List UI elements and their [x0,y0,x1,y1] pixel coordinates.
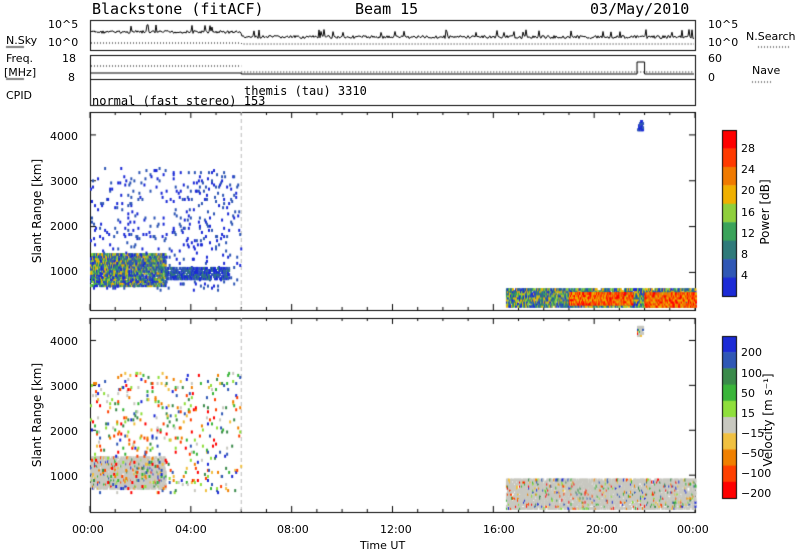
power-cbar-tick-24: 24 [741,163,755,176]
velocity-ylabel: Slant Range [km] [30,362,44,468]
velocity-cbar-tick-m15: −15 [741,427,765,440]
cpid-mode-2: themis (tau) 3310 [244,84,367,98]
date-title: 03/May/2010 [590,0,690,18]
power-cbar-label: Power [dB] [758,179,772,245]
power-ytick-2000: 2000 [50,220,78,233]
freq-tick-bottom: 8 [68,71,75,84]
power-ytick-1000: 1000 [50,265,78,278]
velocity-ytick-3000: 3000 [50,380,78,393]
power-cbar-tick-12: 12 [741,227,755,240]
velocity-ytick-2000: 2000 [50,425,78,438]
xtick-2400: 00:00 [677,523,709,536]
xtick-1600: 16:00 [483,523,515,536]
nave-label: Nave [752,64,781,77]
freq-unit-label: [MHz] [4,66,37,79]
cpid-mode-1: normal (fast stereo) 153 [92,94,266,108]
nsearch-tick-bottom: 10^0 [708,36,739,49]
beam-title: Beam 15 [355,0,419,18]
velocity-ytick-1000: 1000 [50,470,78,483]
xtick-0800: 08:00 [277,523,309,536]
xtick-0000: 00:00 [72,523,104,536]
power-cbar-tick-16: 16 [741,206,755,219]
velocity-cbar-tick-50: 50 [741,387,755,400]
power-cbar-tick-4: 4 [741,269,748,282]
xtick-0400: 04:00 [175,523,207,536]
xtick-1200: 12:00 [380,523,412,536]
xtick-2000: 20:00 [586,523,618,536]
velocity-cbar-tick-m200: −200 [741,487,772,500]
nsky-label: N.Sky [6,34,38,47]
freq-tick-top: 18 [62,52,76,65]
cpid-label: CPID [6,89,33,102]
power-ylabel: Slant Range [km] [30,158,44,264]
velocity-cbar-tick-15: 15 [741,407,755,420]
power-cbar-tick-20: 20 [741,184,755,197]
power-cbar-tick-28: 28 [741,142,755,155]
power-ytick-4000: 4000 [50,130,78,143]
nave-tick-bottom: 0 [708,71,715,84]
velocity-cbar-tick-m50: −50 [741,447,765,460]
velocity-ytick-4000: 4000 [50,335,78,348]
nsearch-tick-top: 10^5 [708,18,739,31]
station-title: Blackstone (fitACF) [92,0,264,18]
freq-label: Freq. [6,52,34,65]
power-ytick-3000: 3000 [50,175,78,188]
velocity-cbar-tick-200: 200 [741,346,762,359]
xaxis-label: Time UT [360,539,406,552]
nave-tick-top: 60 [708,52,722,65]
velocity-cbar-tick-100: 100 [741,367,762,380]
nsky-tick-top: 10^5 [48,18,79,31]
velocity-cbar-tick-m100: −100 [741,467,772,480]
nsearch-label: N.Search [746,30,796,43]
velocity-cbar-label: Velocity [m s⁻¹] [761,373,775,467]
power-cbar-tick-8: 8 [741,248,748,261]
nsky-tick-bottom: 10^0 [48,36,79,49]
